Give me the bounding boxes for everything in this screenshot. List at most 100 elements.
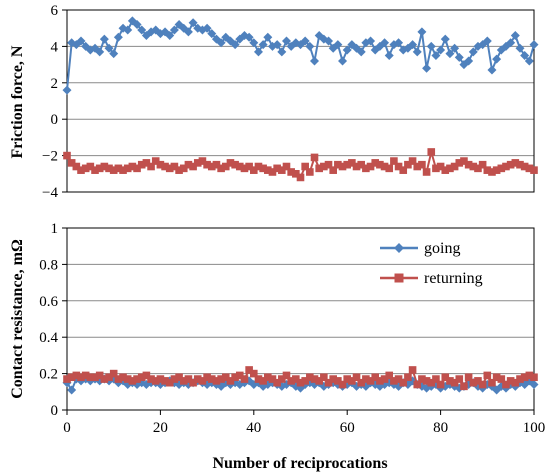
cr-point-returning <box>310 375 319 383</box>
contact-series <box>62 366 539 395</box>
fr-point-series-2 <box>250 166 258 174</box>
fr-point-series-2 <box>273 164 281 173</box>
fr-y-tick-label: 6 <box>51 3 59 19</box>
fr-point-series-1 <box>338 56 348 66</box>
fr-point-series-2 <box>259 164 267 173</box>
fr-point-series-2 <box>72 162 81 171</box>
cr-point-returning <box>161 377 169 385</box>
fr-point-series-1 <box>468 47 478 57</box>
fr-point-series-1 <box>258 40 268 50</box>
fr-point-series-2 <box>516 160 524 169</box>
fr-point-series-2 <box>450 162 459 171</box>
cr-point-returning <box>408 366 417 374</box>
fr-point-series-2 <box>432 164 440 173</box>
fr-point-series-1 <box>524 56 534 66</box>
fr-point-series-1 <box>132 20 142 30</box>
cr-point-returning <box>520 373 529 382</box>
contact-y-axis-title: Contact resistance, mΩ <box>9 239 26 399</box>
legend-going-marker <box>394 243 404 253</box>
fr-point-series-2 <box>315 164 323 173</box>
cr-point-returning <box>245 366 253 374</box>
contact-y-ticks: 0 0.2 0.4 0.6 0.8 1 <box>39 221 67 419</box>
cr-point-returning <box>221 373 230 382</box>
cr-point-returning <box>516 375 524 383</box>
fr-point-series-2 <box>338 162 347 171</box>
fr-point-series-2 <box>67 159 76 167</box>
cr-point-returning <box>371 373 380 382</box>
fr-point-series-1 <box>310 56 320 66</box>
fr-point-series-1 <box>422 63 432 73</box>
fr-point-series-2 <box>207 162 216 171</box>
cr-point-returning <box>296 378 305 387</box>
cr-point-returning <box>226 377 235 385</box>
cr-y-tick-label: 0.2 <box>39 367 58 383</box>
cr-point-returning <box>348 377 356 385</box>
friction-series <box>62 16 539 182</box>
cr-point-returning <box>492 373 501 382</box>
fr-point-series-2 <box>109 166 118 174</box>
fr-point-series-2 <box>301 162 309 171</box>
fr-point-series-2 <box>123 164 132 173</box>
fr-point-series-2 <box>235 162 244 171</box>
fr-point-series-1 <box>454 52 464 62</box>
fr-point-series-2 <box>128 162 137 171</box>
cr-point-returning <box>506 377 515 385</box>
cr-point-returning <box>474 377 482 385</box>
fr-point-series-2 <box>292 170 300 178</box>
fr-point-series-2 <box>413 162 422 171</box>
fr-point-series-1 <box>487 65 497 75</box>
cr-point-returning <box>250 369 258 378</box>
cr-point-returning <box>469 378 478 387</box>
fr-point-series-2 <box>91 166 99 174</box>
legend: going returning <box>380 240 483 287</box>
x-tick-label: 40 <box>246 420 261 436</box>
cr-point-returning <box>399 378 408 387</box>
fr-point-series-2 <box>114 164 123 173</box>
fr-point-series-2 <box>287 168 295 176</box>
cr-point-returning <box>450 378 459 387</box>
fr-point-series-2 <box>488 168 496 176</box>
fr-point-series-2 <box>506 160 515 169</box>
fr-point-series-2 <box>385 164 394 173</box>
cr-point-returning <box>207 375 216 383</box>
fr-point-series-2 <box>306 168 314 176</box>
cr-point-returning <box>147 375 155 383</box>
cr-point-returning <box>464 373 473 382</box>
friction-y-ticks: −4 −2 0 2 4 6 <box>42 3 67 201</box>
fr-point-series-2 <box>404 160 412 169</box>
x-tick-label: 0 <box>63 420 71 436</box>
fr-point-series-1 <box>515 43 525 53</box>
cr-point-returning <box>376 377 384 385</box>
cr-point-returning <box>329 375 337 383</box>
friction-panel: −4 −2 0 2 4 6 Friction force, N <box>9 3 539 201</box>
legend-returning-label: returning <box>424 270 483 287</box>
cr-point-returning <box>240 375 249 383</box>
fr-point-series-2 <box>245 162 253 171</box>
cr-point-returning <box>165 378 174 387</box>
fr-y-tick-label: 4 <box>51 39 59 55</box>
fr-point-series-2 <box>193 159 202 167</box>
fr-point-series-2 <box>212 160 221 169</box>
fr-point-series-1 <box>492 54 502 64</box>
cr-y-tick-label: 0.6 <box>39 294 58 310</box>
fr-point-series-2 <box>77 166 85 174</box>
fr-point-series-2 <box>352 162 361 171</box>
cr-point-returning <box>119 373 127 382</box>
fr-point-series-1 <box>188 18 198 28</box>
fr-point-series-2 <box>147 162 155 171</box>
fr-point-series-2 <box>502 162 510 171</box>
fr-point-series-1 <box>300 36 310 46</box>
fr-point-series-2 <box>520 162 529 171</box>
fr-point-series-1 <box>529 40 539 50</box>
cr-point-going <box>529 380 539 390</box>
fr-point-series-2 <box>137 160 146 169</box>
fr-point-series-1 <box>104 43 114 53</box>
fr-point-series-2 <box>86 162 95 171</box>
fr-point-series-1 <box>113 32 123 42</box>
cr-point-returning <box>133 375 141 383</box>
cr-point-returning <box>324 378 333 387</box>
fr-series-series-2 <box>63 148 538 182</box>
cr-point-returning <box>81 371 90 380</box>
fr-point-series-2 <box>441 166 450 174</box>
